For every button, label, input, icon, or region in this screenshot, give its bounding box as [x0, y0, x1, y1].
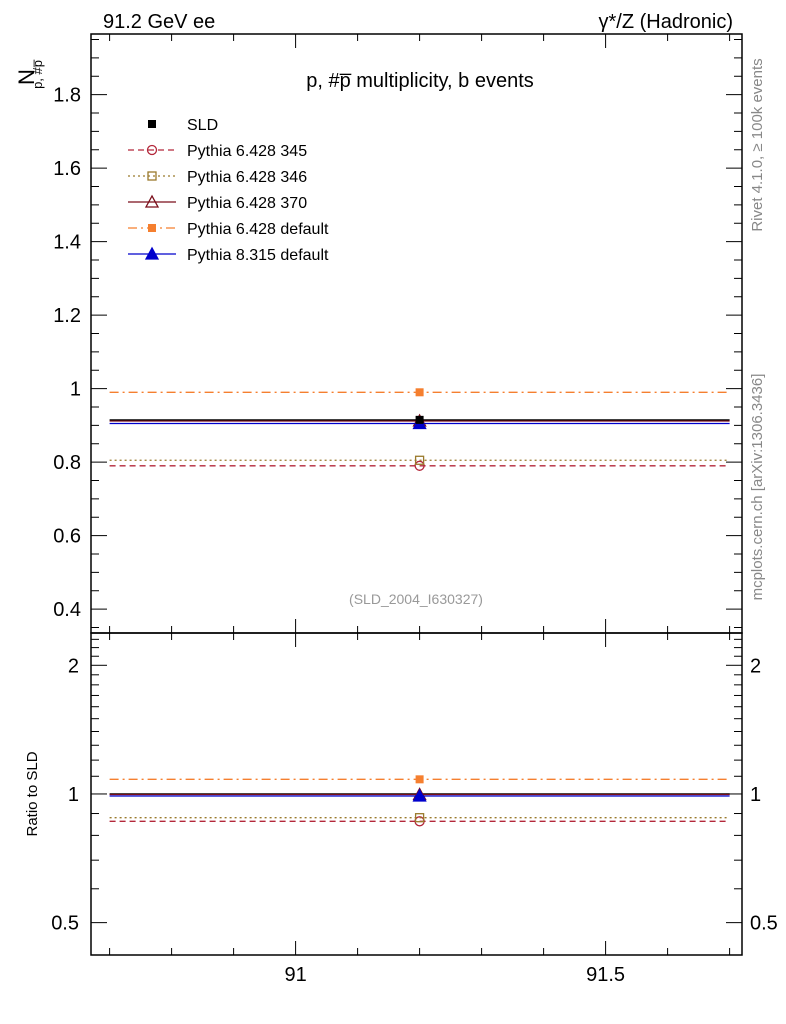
y-tick-label: 0.4	[53, 599, 81, 621]
mcplots-label: mcplots.cern.ch [arXiv:1306.3436]	[749, 374, 766, 601]
legend-label: Pythia 6.428 default	[187, 221, 329, 238]
ratio-y-tick-label-left: 0.5	[51, 913, 79, 935]
legend-marker	[146, 144, 158, 156]
legend-marker	[148, 120, 156, 128]
data-point-0	[415, 415, 424, 424]
legend-marker	[144, 194, 160, 208]
legend-label: Pythia 8.315 default	[187, 247, 329, 264]
legend-marker	[148, 224, 156, 232]
header-left-label: 91.2 GeV ee	[103, 11, 215, 33]
ratio-point-4	[415, 775, 424, 784]
ratio-y-tick-label-left: 2	[68, 655, 79, 677]
data-point-1	[414, 460, 425, 471]
ratio-y-tick-label-left: 1	[68, 784, 79, 806]
y-tick-label: 1.6	[53, 158, 81, 180]
y-tick-label: 1.2	[53, 305, 81, 327]
legend-marker	[144, 246, 160, 260]
legend-label: SLD	[187, 117, 218, 134]
legend-label: Pythia 6.428 370	[187, 195, 307, 212]
legend-label: Pythia 6.428 345	[187, 143, 307, 160]
y-axis-sublabel: p, #p̅	[30, 59, 45, 88]
ratio-point-2	[414, 813, 425, 823]
analysis-watermark: (SLD_2004_I630327)	[349, 591, 483, 607]
ratio-y-axis-label: Ratio to SLD	[24, 751, 41, 836]
legend: SLD Pythia 6.428 345 Pythia 6.428 346 Pythi…	[128, 117, 329, 264]
legend-marker	[147, 171, 157, 181]
data-point-4	[415, 388, 424, 397]
y-tick-label: 0.6	[53, 526, 81, 548]
ratio-y-tick-label-right: 0.5	[750, 913, 778, 935]
y-tick-label: 0.8	[53, 452, 81, 474]
x-tick-label: 91	[284, 964, 306, 986]
x-tick-label: 91.5	[586, 964, 625, 986]
rivet-version-label: Rivet 4.1.0, ≥ 100k events	[749, 58, 766, 231]
y-tick-label: 1	[70, 379, 81, 401]
plot-title: p, #p̅ multiplicity, b events	[306, 70, 534, 92]
ratio-point-5	[412, 788, 427, 802]
legend-label: Pythia 6.428 346	[187, 169, 307, 186]
ratio-y-tick-label-right: 2	[750, 655, 761, 677]
y-tick-label: 1.4	[53, 232, 81, 254]
data-point-2	[414, 455, 425, 465]
header-right-label: γ*/Z (Hadronic)	[599, 11, 733, 33]
ratio-y-tick-label-right: 1	[750, 784, 761, 806]
y-tick-label: 1.8	[53, 85, 81, 107]
ratio-plot-panel: 0.5 0.5 1 1 2 2 91 91.5 Ratio to SLD	[24, 632, 778, 986]
main-plot-panel: 0.4 0.6 0.8 1 1.2 1.4 1.6 1.8 p, #p̅ multiplicit…	[14, 33, 743, 634]
y-axis-label: N	[14, 69, 39, 85]
